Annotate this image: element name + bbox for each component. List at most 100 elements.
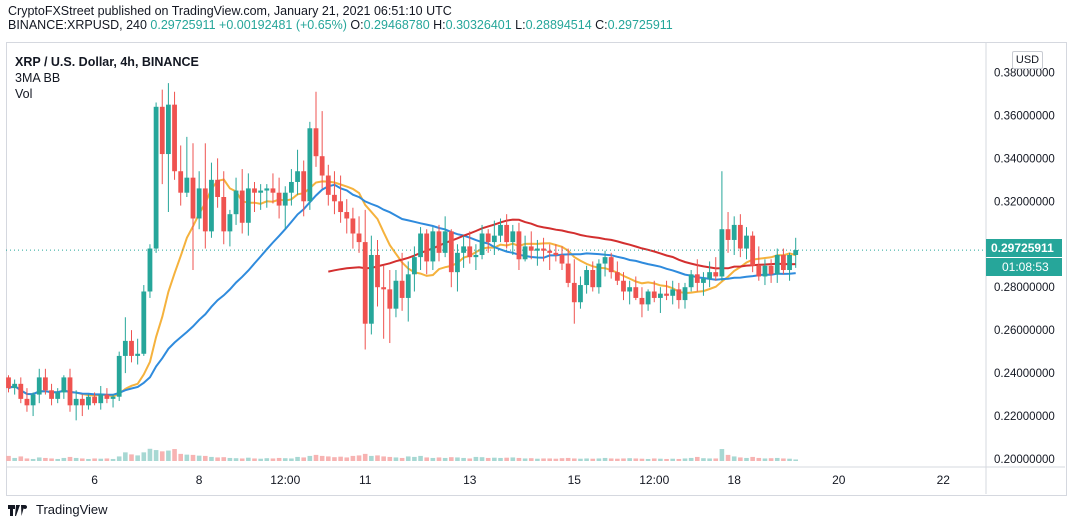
volume-bar <box>756 457 762 461</box>
volume-bar <box>768 458 774 461</box>
candle-body <box>621 280 626 292</box>
x-tick-label: 8 <box>196 473 203 487</box>
currency-button[interactable]: USD <box>1012 51 1043 69</box>
volume-bar <box>762 458 768 461</box>
volume-bar <box>572 458 577 461</box>
candle-body <box>122 340 128 356</box>
candle-body <box>356 233 362 243</box>
candle-body <box>565 263 571 283</box>
candle-body <box>172 104 177 172</box>
volume-bar <box>744 457 749 461</box>
volume-bar <box>258 458 263 461</box>
tradingview-logo-icon <box>8 504 28 516</box>
volume-bar <box>172 449 177 461</box>
candle-body <box>30 394 36 406</box>
volume-bar <box>18 456 24 461</box>
volume-bar <box>233 458 239 461</box>
candle-body <box>141 291 147 354</box>
candle-body <box>381 287 387 290</box>
candle-body <box>491 235 497 243</box>
candle-body <box>362 242 368 324</box>
volume-bar <box>516 457 522 461</box>
x-tick-label: 18 <box>728 473 742 487</box>
candle-body <box>153 106 159 249</box>
candle-body <box>737 224 743 249</box>
volume-bar <box>116 456 122 461</box>
candle-body <box>344 212 350 219</box>
candle-body <box>190 177 196 219</box>
candle-body <box>98 394 104 404</box>
x-tick-label: 12:00 <box>639 473 669 487</box>
y-tick-label: 0.28000000 <box>994 282 1055 294</box>
volume-bar <box>307 455 313 461</box>
bar-countdown: 01:08:53 <box>986 258 1062 276</box>
candle-body <box>221 197 227 232</box>
legend-symbol[interactable]: XRP / U.S. Dollar, 4h, BINANCE <box>15 55 199 69</box>
y-tick-label: 0.24000000 <box>994 368 1055 380</box>
volume-bar <box>270 458 276 461</box>
candle-body <box>73 398 79 406</box>
volume-bar <box>36 457 42 461</box>
volume-bar <box>135 455 140 461</box>
candle-body <box>608 257 614 273</box>
candle-body <box>744 235 749 249</box>
candle-body <box>787 254 792 271</box>
volume-bar <box>695 456 700 461</box>
candle-body <box>547 250 553 253</box>
volume-bar <box>184 454 190 461</box>
candle-body <box>276 192 282 206</box>
volume-bar <box>461 457 466 461</box>
candle-body <box>418 233 423 258</box>
volume-bar <box>405 456 411 461</box>
volume-bar <box>412 456 417 461</box>
volume-bar <box>442 457 448 461</box>
candle-body <box>301 171 307 202</box>
candle-body <box>24 398 30 406</box>
tradingview-brand[interactable]: TradingView <box>8 502 108 517</box>
volume-bar <box>178 453 183 461</box>
candle-body <box>184 177 190 193</box>
volume-bar <box>276 457 282 461</box>
candle-body <box>36 377 42 395</box>
volume-bar <box>627 458 632 461</box>
volume-bar <box>362 453 368 461</box>
candle-body <box>325 175 331 195</box>
chart-frame[interactable] <box>6 42 1067 496</box>
candle-body <box>756 265 762 277</box>
volume-bar <box>92 458 97 461</box>
x-tick-label: 20 <box>832 473 846 487</box>
volume-bar <box>590 458 596 461</box>
volume-bar <box>350 455 356 461</box>
legend-indicator-bb[interactable]: 3MA BB <box>15 71 61 85</box>
volume-bar <box>282 458 288 461</box>
candle-body <box>436 231 442 253</box>
candle-body <box>750 235 756 266</box>
volume-bar <box>701 458 706 461</box>
candle-body <box>338 201 343 213</box>
volume-bar <box>332 457 337 461</box>
legend-indicator-vol[interactable]: Vol <box>15 87 33 101</box>
candle-body <box>166 104 171 155</box>
candle-body <box>448 231 454 273</box>
candle-body <box>116 355 122 397</box>
candle-body <box>639 297 645 305</box>
x-tick-label: 13 <box>463 473 477 487</box>
volume-bar <box>781 458 786 461</box>
candle-body <box>67 377 73 406</box>
volume-bar <box>49 458 54 461</box>
candle-body <box>399 280 405 298</box>
volume-bar <box>196 455 202 461</box>
volume-bar <box>676 458 682 461</box>
candle-body <box>245 188 251 223</box>
moving-average-mid-line <box>8 183 796 396</box>
candle-body <box>633 287 639 298</box>
candle-body <box>86 396 91 406</box>
candle-body <box>614 272 620 281</box>
candle-body <box>442 231 448 253</box>
candle-body <box>289 181 294 193</box>
volume-bar <box>98 458 104 461</box>
candle-body <box>43 377 48 391</box>
candle-body <box>535 248 540 251</box>
candle-body <box>6 377 11 389</box>
